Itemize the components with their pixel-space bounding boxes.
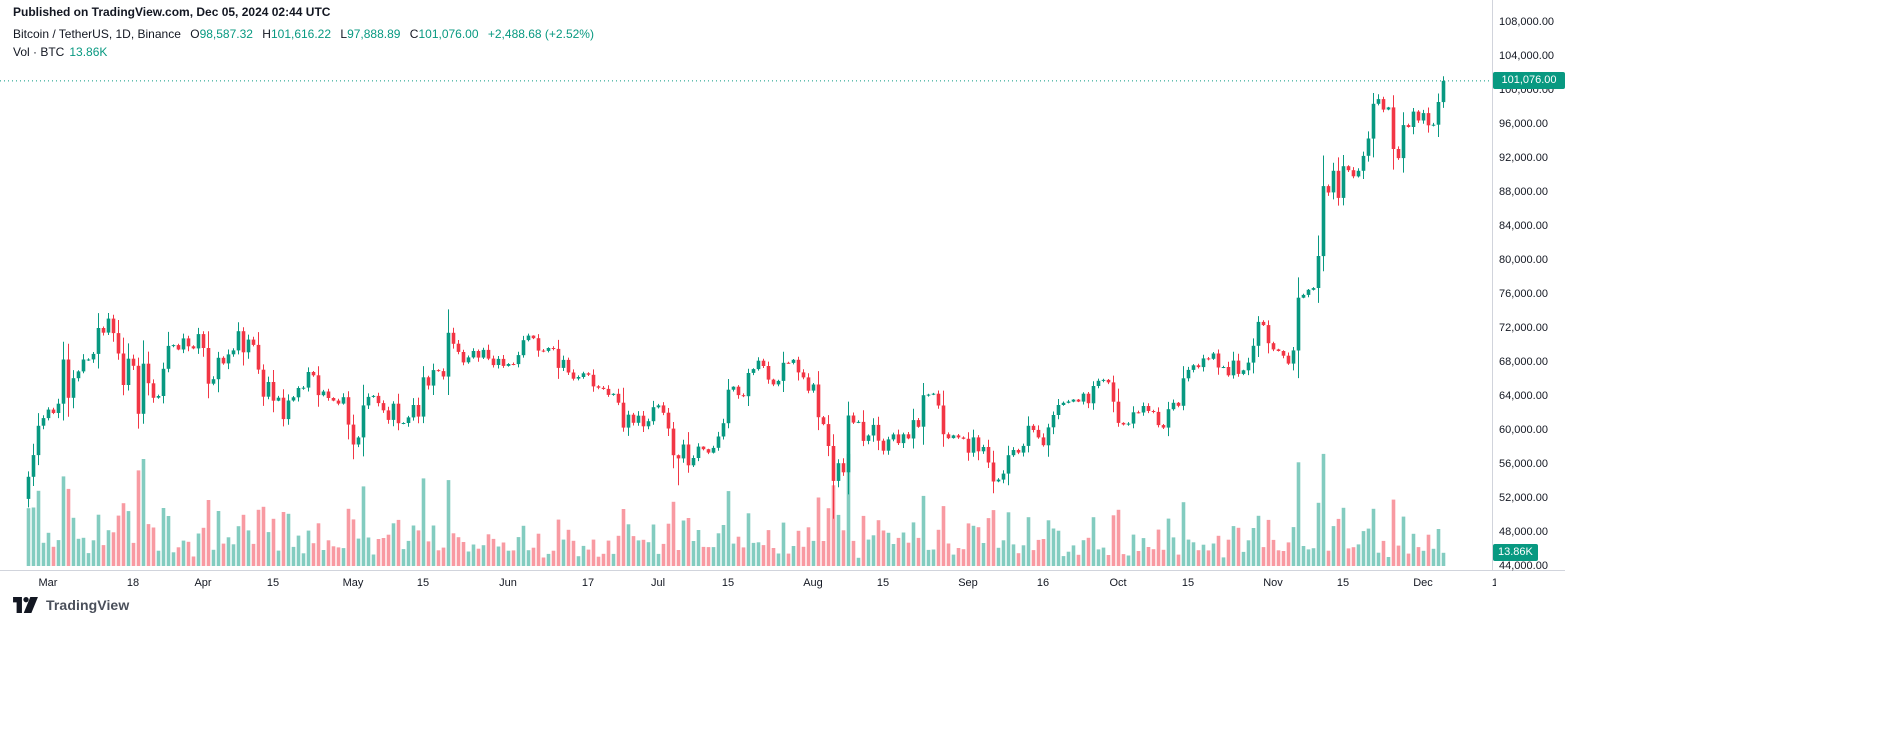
time-axis-label: 16 [1036,577,1050,589]
price-axis-label: 60,000.00 [1499,424,1548,436]
time-axis-label: Apr [194,577,212,589]
time-axis-label: Oct [1109,577,1127,589]
ohlc-close-value: 101,076.00 [418,27,479,41]
price-axis-label: 48,000.00 [1499,526,1548,538]
current-volume-badge: 13.86K [1493,543,1538,561]
tradingview-brand-text: TradingView [46,597,130,613]
time-axis: Mar 18 Apr 15 May 15 Jun 17 Jul 15 Aug 15 Sep 16 Oct 15… [0,571,1565,597]
time-axis-label: Sep [958,577,978,589]
time-axis-separator [0,570,1565,571]
time-axis-label: 15 [266,577,280,589]
time-axis-label: 17 [581,577,595,589]
ohlc-low-value: 97,888.89 [347,27,401,41]
price-axis-label: 96,000.00 [1499,118,1548,130]
price-axis-label: 64,000.00 [1499,390,1548,402]
price-axis-label: 104,000.00 [1499,50,1555,62]
ohlc-high-value: 101,616.22 [270,27,332,41]
current-price-badge: 101,076.00 [1493,72,1565,90]
time-axis-label: 15 [1336,577,1350,589]
price-axis-label: 68,000.00 [1499,356,1548,368]
price-axis-label: 92,000.00 [1499,152,1548,164]
time-axis-label: May [342,577,364,589]
tradingview-logo-icon [13,597,38,613]
price-axis-label: 80,000.00 [1499,254,1548,266]
volume-value: 13.86K [69,45,108,59]
time-axis-label: 15 [416,577,430,589]
price-pane [0,76,1492,566]
volume-series [26,453,1446,566]
price-axis-label: 108,000.00 [1499,16,1555,28]
ohlc-open-value: 98,587.32 [199,27,253,41]
time-axis-label: 15 [876,577,890,589]
price-axis-label: 72,000.00 [1499,322,1548,334]
price-axis-label: 76,000.00 [1499,288,1548,300]
ohlc-high-label: H [262,27,271,41]
price-axis-separator [1492,0,1493,570]
candlestick-series [26,76,1446,519]
volume-legend: Vol · BTC 13.86K [13,45,107,59]
ohlc-open-label: O [190,27,200,41]
time-axis-label: 16 [1491,577,1496,589]
ohlc-low-label: L [340,27,348,41]
time-axis-label: 18 [126,577,140,589]
tradingview-snapshot: Published on TradingView.com, Dec 05, 20… [0,0,1565,613]
change-value: +2,488.68 (+2.52%) [487,27,594,41]
time-axis-label: 15 [1181,577,1195,589]
time-axis-label: Aug [803,577,823,589]
volume-label: Vol · BTC [13,45,65,59]
ohlc-close-label: C [409,27,419,41]
chart-legend: Bitcoin / TetherUS, 1D, Binance O98,587.… [13,27,594,41]
time-axis-label: Nov [1263,577,1283,589]
published-note: Published on TradingView.com, Dec 05, 20… [13,5,331,19]
time-axis-label: 15 [721,577,735,589]
price-axis-label: 56,000.00 [1499,458,1548,470]
price-axis-label: 44,000.00 [1499,560,1548,572]
price-axis-label: 52,000.00 [1499,492,1548,504]
price-axis-label: 84,000.00 [1499,220,1548,232]
time-axis-label: Jun [499,577,517,589]
time-axis-label: Jul [650,577,666,589]
price-axis-label: 88,000.00 [1499,186,1548,198]
time-axis-label: Dec [1413,577,1433,589]
symbol-title: Bitcoin / TetherUS, 1D, Binance [13,27,181,41]
time-axis-label: Mar [38,577,58,589]
tradingview-logo[interactable]: TradingView [13,597,129,613]
price-axis: 108,000.00 104,000.00 100,000.00 96,000.00 9… [1493,0,1565,572]
time-axis-labels: Mar 18 Apr 15 May 15 Jun 17 Jul 15 Aug 15 Sep 16 Oct 15… [0,571,1496,597]
